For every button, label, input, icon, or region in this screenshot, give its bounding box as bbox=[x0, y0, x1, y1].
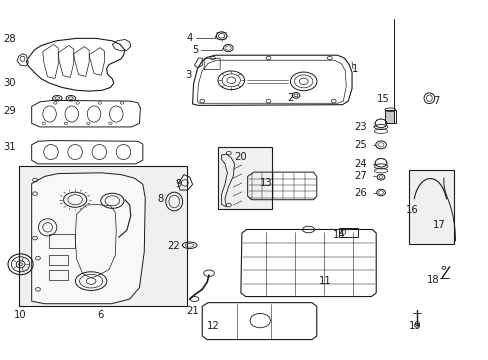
Bar bbox=[48, 255, 68, 265]
Text: 31: 31 bbox=[3, 142, 16, 152]
Text: 21: 21 bbox=[186, 306, 199, 316]
Text: 23: 23 bbox=[353, 122, 366, 132]
Text: 18: 18 bbox=[427, 275, 439, 285]
Text: 11: 11 bbox=[319, 276, 331, 286]
Bar bbox=[217, 147, 271, 210]
Bar bbox=[48, 234, 75, 248]
Text: 27: 27 bbox=[353, 171, 366, 181]
Text: 28: 28 bbox=[3, 35, 16, 44]
Text: 9: 9 bbox=[175, 179, 181, 189]
Text: 26: 26 bbox=[353, 188, 366, 198]
Text: 29: 29 bbox=[3, 106, 16, 116]
Text: 16: 16 bbox=[406, 206, 418, 216]
Bar bbox=[408, 170, 453, 244]
Text: 12: 12 bbox=[206, 321, 220, 331]
Text: 2: 2 bbox=[287, 93, 293, 103]
Text: 1: 1 bbox=[351, 64, 358, 74]
Text: 20: 20 bbox=[234, 152, 247, 162]
Text: 24: 24 bbox=[353, 159, 366, 169]
Text: 19: 19 bbox=[407, 320, 420, 330]
Text: 10: 10 bbox=[14, 310, 27, 320]
Text: 14: 14 bbox=[332, 230, 345, 239]
Text: 7: 7 bbox=[432, 96, 438, 106]
Text: 6: 6 bbox=[98, 310, 104, 320]
Text: 30: 30 bbox=[3, 78, 16, 88]
Text: 8: 8 bbox=[157, 194, 163, 204]
Text: 3: 3 bbox=[184, 70, 191, 80]
Text: 4: 4 bbox=[186, 33, 192, 43]
Text: 22: 22 bbox=[167, 241, 180, 251]
Bar bbox=[19, 166, 186, 306]
Bar bbox=[339, 228, 357, 237]
Text: 13: 13 bbox=[260, 178, 272, 188]
Text: 15: 15 bbox=[376, 94, 388, 104]
Text: 17: 17 bbox=[432, 220, 445, 230]
Bar bbox=[48, 270, 68, 280]
Text: 5: 5 bbox=[192, 45, 198, 55]
Bar bbox=[384, 110, 395, 123]
Polygon shape bbox=[32, 173, 145, 304]
Text: 25: 25 bbox=[353, 140, 366, 150]
